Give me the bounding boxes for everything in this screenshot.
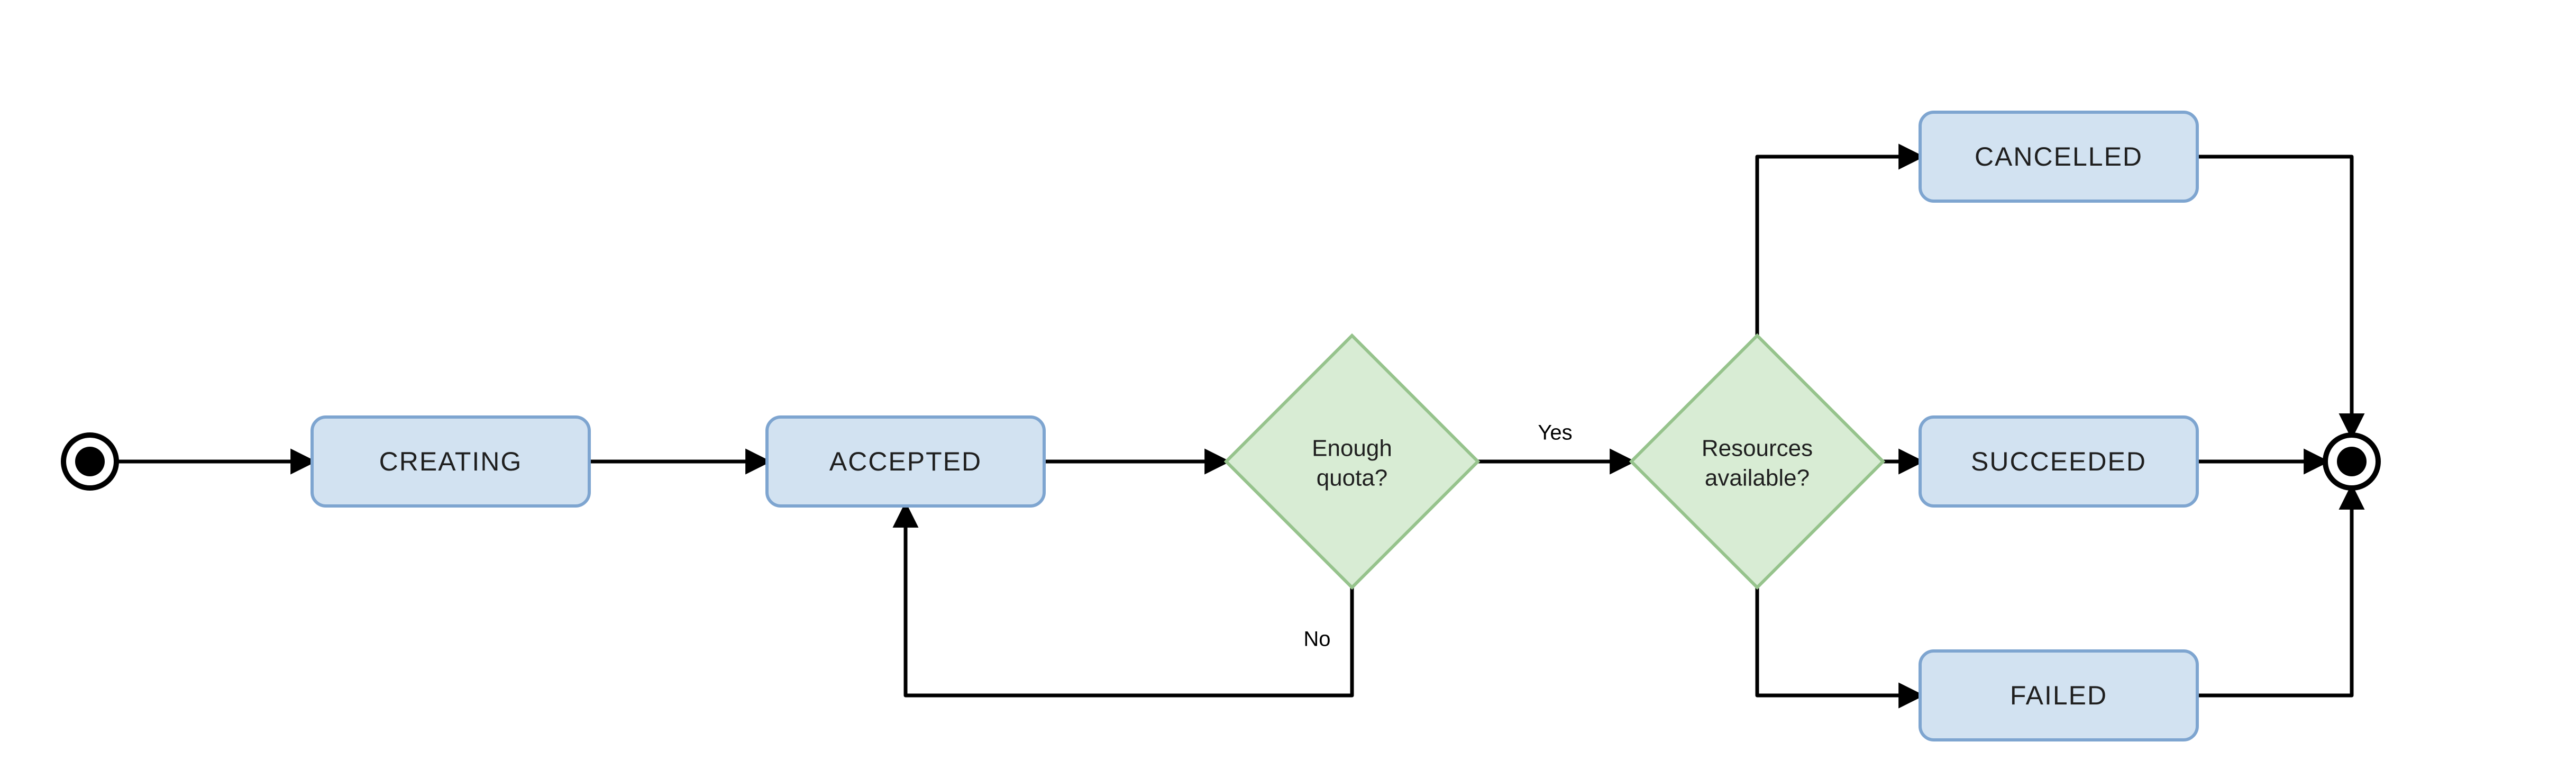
decision-label1-quota: Enough bbox=[1312, 436, 1392, 462]
start-node bbox=[63, 435, 116, 488]
state-label-succeeded: SUCCEEDED bbox=[1971, 447, 2146, 476]
state-label-failed: FAILED bbox=[2010, 681, 2107, 710]
decision-label1-resources: Resources bbox=[1702, 436, 1813, 462]
decision-label2-quota: quota? bbox=[1317, 465, 1388, 491]
edge-label-quota-no-loop: No bbox=[1303, 628, 1330, 651]
end-node bbox=[2325, 435, 2378, 488]
state-label-creating: CREATING bbox=[379, 447, 523, 476]
state-label-cancelled: CANCELLED bbox=[1975, 142, 2143, 171]
state-failed: FAILED bbox=[1920, 651, 2197, 740]
state-succeeded: SUCCEEDED bbox=[1920, 417, 2197, 506]
edge-label-quota-resources: Yes bbox=[1538, 421, 1572, 445]
state-cancelled: CANCELLED bbox=[1920, 112, 2197, 201]
state-accepted: ACCEPTED bbox=[767, 417, 1044, 506]
state-label-accepted: ACCEPTED bbox=[829, 447, 982, 476]
state-creating: CREATING bbox=[312, 417, 589, 506]
decision-label2-resources: available? bbox=[1705, 465, 1810, 491]
